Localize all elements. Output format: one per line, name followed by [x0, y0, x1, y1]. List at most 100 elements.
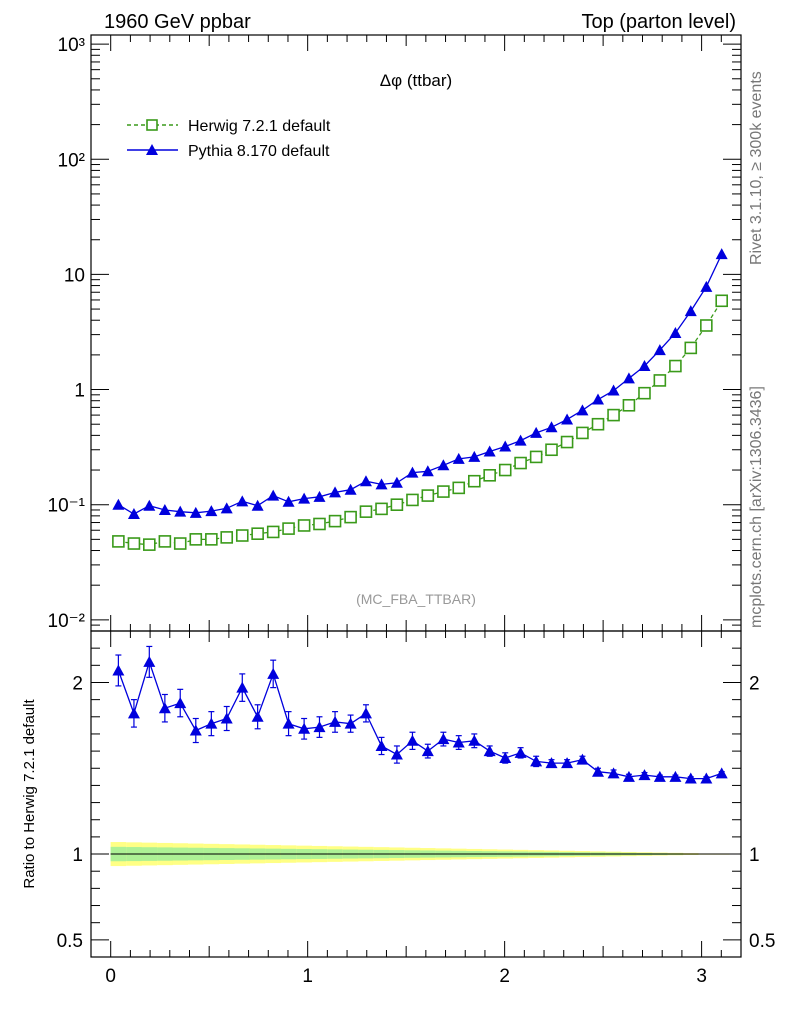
herwig-point — [421, 489, 435, 502]
pythia-point — [499, 440, 512, 452]
ratio-frame — [90, 630, 742, 958]
pythia-point — [530, 426, 543, 438]
pythia-point — [452, 452, 465, 464]
ratio-pythia-point — [530, 755, 543, 767]
ratio-pythia-point — [313, 721, 326, 733]
pythia-point — [684, 305, 697, 317]
ratio-uncertainty-band — [110, 842, 730, 867]
ratio-pythia-point — [437, 733, 450, 745]
ratio-pythia-point — [715, 767, 728, 779]
pythia-point — [359, 475, 372, 487]
legend-pythia-marker — [146, 144, 158, 155]
ratio-pythia-point — [329, 715, 342, 727]
pythia-point — [282, 495, 295, 507]
pythia-point — [174, 505, 187, 517]
pythia-point — [545, 421, 558, 433]
pythia-point — [236, 495, 249, 507]
ratio-pythia-point — [344, 717, 357, 729]
pythia-point — [576, 404, 589, 416]
ratio-pythia-point — [220, 712, 233, 724]
herwig-point — [653, 374, 667, 387]
ratio-pythia-point — [267, 667, 280, 679]
herwig-point — [437, 485, 450, 498]
ratio-pythia-point — [468, 734, 481, 746]
herwig-point — [483, 469, 496, 482]
herwig-point — [669, 359, 682, 373]
ratio-pythia-point — [452, 736, 465, 748]
pythia-point — [205, 505, 218, 517]
herwig-point — [359, 505, 373, 518]
pythia-point — [298, 492, 311, 504]
herwig-point — [591, 417, 605, 431]
pythia-line — [118, 253, 723, 515]
ratio-pythia-point — [483, 745, 496, 757]
herwig-point — [406, 493, 419, 507]
herwig-point — [715, 294, 728, 308]
ratio-pythia-point — [669, 770, 682, 782]
axes: 10⁻² 10⁻¹ 1 10 10² 10³ 0 1 2 3 0.5 0.5 1 1 2 2 — [48, 35, 775, 987]
ratio-pythia-point — [406, 734, 419, 746]
herwig-point — [468, 474, 481, 488]
pythia-point — [344, 483, 357, 495]
herwig-point — [638, 386, 651, 400]
ratio-pythia-point — [236, 681, 249, 693]
ratio-pythia-line — [117, 659, 722, 780]
pythia-point — [375, 478, 388, 490]
ratio-pythia-point — [561, 757, 574, 769]
herwig-point — [545, 443, 558, 457]
ratio-pythia-point — [514, 746, 527, 758]
herwig-point — [251, 527, 264, 540]
pythia-point — [406, 466, 419, 478]
herwig-point — [173, 537, 187, 550]
ratio-pythia-point — [112, 664, 125, 676]
herwig-point — [189, 533, 203, 546]
pythia-point — [669, 326, 682, 338]
legend-herwig-marker — [146, 119, 158, 131]
herwig-point — [514, 456, 527, 470]
herwig-point — [220, 531, 234, 544]
herwig-point — [622, 398, 636, 412]
pythia-point — [653, 344, 666, 356]
herwig-point — [390, 498, 404, 511]
ratio-pythia-point — [684, 772, 697, 784]
ratio-pythia-point — [251, 710, 264, 722]
ratio-pythia-point — [375, 739, 388, 751]
legend-pythia-label: Pythia 8.170 default — [188, 143, 330, 160]
pythia-point — [143, 499, 156, 511]
ratio-x-tick-label: 2 — [499, 966, 510, 987]
ratio-panel-series — [112, 645, 728, 784]
analysis-tag: (MC_FBA_TTBAR) — [356, 591, 476, 607]
pythia-point — [622, 372, 635, 384]
ratio-pythia-point — [499, 751, 512, 763]
pythia-point — [189, 506, 202, 518]
ratio-pythia-point — [390, 748, 403, 760]
herwig-point — [700, 319, 713, 332]
header-right: Top (parton level) — [581, 11, 736, 33]
ratio-pythia-point — [359, 707, 372, 719]
pythia-point — [715, 248, 728, 260]
ratio-pythia-point — [189, 724, 202, 736]
legend-herwig-label: Herwig 7.2.1 default — [188, 118, 331, 135]
ratio-pythia-point — [653, 770, 666, 782]
header-left: 1960 GeV ppbar — [104, 11, 251, 33]
herwig-point — [112, 535, 125, 548]
herwig-point — [375, 502, 388, 516]
ratio-ylabel: Ratio to Herwig 7.2.1 default — [21, 699, 38, 889]
ratio-pythia-point — [174, 697, 187, 709]
herwig-point — [235, 529, 249, 542]
main-y-tick-label: 10⁻² — [48, 611, 86, 632]
herwig-point — [266, 525, 280, 539]
pythia-point — [561, 413, 574, 425]
herwig-point — [297, 519, 311, 532]
pythia-point — [638, 360, 651, 372]
ratio-pythia-point — [158, 702, 171, 714]
pythia-point — [607, 384, 620, 396]
pythia-point — [700, 280, 713, 292]
ratio-pythia-point — [127, 707, 140, 719]
ratio-pythia-point — [592, 765, 604, 777]
herwig-point — [328, 514, 342, 528]
herwig-point — [282, 522, 295, 535]
herwig-point — [344, 510, 357, 524]
pythia-point — [329, 486, 342, 498]
